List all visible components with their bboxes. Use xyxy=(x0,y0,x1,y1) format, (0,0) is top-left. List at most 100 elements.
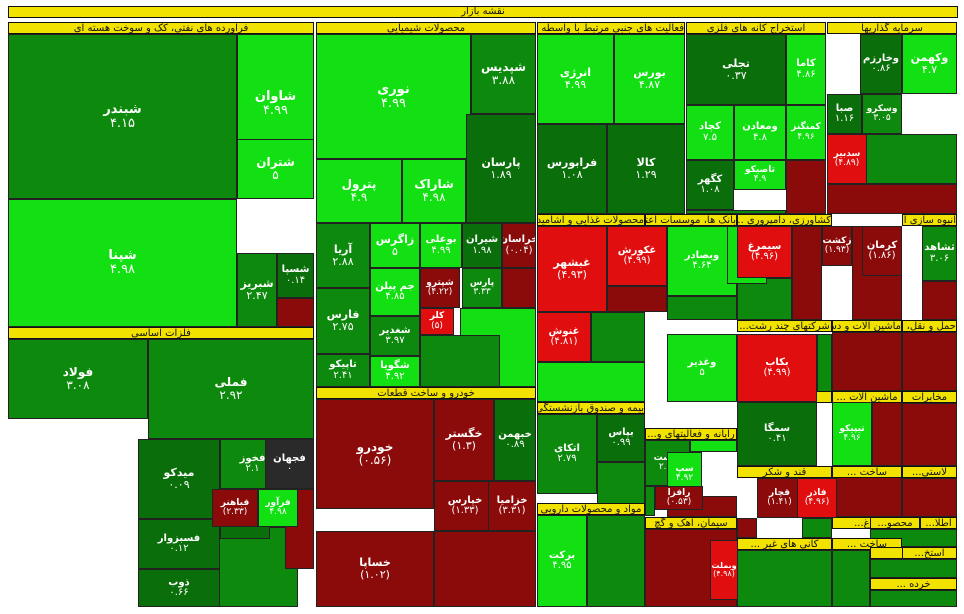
small-cap-cell[interactable] xyxy=(792,226,822,320)
small-cap-cell[interactable] xyxy=(502,268,536,308)
tile-13[interactable]: بوعلی ۴.۹۹ xyxy=(420,223,462,268)
tile-44[interactable]: فجهان ۰ xyxy=(265,439,314,489)
tile-46[interactable]: فسبزوار ۰.۱۲ xyxy=(138,519,220,569)
small-cap-cell[interactable] xyxy=(802,518,832,538)
small-cap-cell[interactable] xyxy=(591,312,645,362)
tile-16[interactable]: جم پیلن ۴.۸۵ xyxy=(370,268,420,316)
tile-28[interactable]: تجلی ۰.۳۷ xyxy=(686,34,786,105)
tile-71[interactable]: رافزا (۰.۵۳) xyxy=(655,486,703,510)
small-cap-cell[interactable] xyxy=(434,531,536,607)
tile-38[interactable]: وسکرو ۳.۰۵ xyxy=(862,94,902,134)
tile-5[interactable]: شسپا ۰.۱۴ xyxy=(277,253,314,298)
tile-30[interactable]: کچاد ۷.۵ xyxy=(686,105,734,160)
tile-23[interactable]: کلر (۵) xyxy=(420,308,454,335)
tile-74[interactable]: برکت ۴.۹۵ xyxy=(537,515,587,607)
tile-34[interactable]: کگهر ۱.۰۸ xyxy=(686,160,734,210)
small-cap-cell[interactable] xyxy=(786,160,826,214)
tile-40[interactable]: فولاد ۳.۰۸ xyxy=(8,339,148,419)
small-cap-cell[interactable] xyxy=(737,518,757,538)
tile-58[interactable]: وبصادر ۴.۶۴ xyxy=(667,226,737,296)
tile-32[interactable]: کمنگنز ۴.۹۶ xyxy=(786,105,826,160)
tile-31[interactable]: ومعادن ۴.۸ xyxy=(734,105,786,160)
tile-15[interactable]: خراسان(۰.۰۴) xyxy=(502,223,536,268)
small-cap-cell[interactable] xyxy=(667,296,737,320)
tile-39[interactable]: سدبیر (۴.۸۹) xyxy=(827,134,867,184)
tile-2[interactable]: شتران ۵ xyxy=(237,139,314,199)
tile-6[interactable]: نوری ۴.۹۹ xyxy=(316,34,471,159)
small-cap-cell[interactable] xyxy=(690,440,737,452)
tile-76[interactable]: فاذر (۴.۹۶) xyxy=(797,478,837,518)
small-cap-cell[interactable] xyxy=(686,210,786,214)
tile-0[interactable]: شبندر ۴.۱۵ xyxy=(8,34,237,199)
small-cap-cell[interactable] xyxy=(277,298,314,327)
tile-48[interactable]: فباهنر (۲.۳۳) xyxy=(212,489,258,527)
tile-17[interactable]: فارس ۲.۷۵ xyxy=(316,288,370,354)
tile-35[interactable]: وکهمن ۴.۷ xyxy=(902,34,957,94)
tile-33[interactable]: تاصیکو ۴.۹ xyxy=(734,160,786,190)
tile-42[interactable]: میدکو ۰.۰۹ xyxy=(138,439,220,519)
small-cap-cell[interactable] xyxy=(607,286,667,312)
small-cap-cell[interactable] xyxy=(537,362,645,402)
tile-50[interactable]: خودرو (۰.۵۶) xyxy=(316,399,434,509)
tile-7[interactable]: شپدیس ۳.۸۸ xyxy=(471,34,536,114)
small-cap-cell[interactable] xyxy=(922,281,957,320)
tile-77[interactable]: وبملت (۴.۹۸) xyxy=(710,540,738,600)
small-cap-cell[interactable] xyxy=(902,478,957,517)
tile-56[interactable]: غبشهر (۴.۹۳) xyxy=(537,226,607,312)
small-cap-cell[interactable] xyxy=(862,134,957,184)
tile-67[interactable]: اتکای ۲.۷۹ xyxy=(537,414,597,494)
tile-8[interactable]: پترول ۴.۹ xyxy=(316,159,402,223)
tile-73[interactable]: تیپیکو ۴.۹۶ xyxy=(832,402,872,466)
tile-68[interactable]: بپاس ۰.۹۹ xyxy=(597,414,645,462)
small-cap-cell[interactable] xyxy=(902,403,957,466)
tile-26[interactable]: فرابورس ۱.۰۸ xyxy=(537,124,607,214)
tile-49[interactable]: فرآور ۴.۹۸ xyxy=(258,489,298,527)
tile-10[interactable]: پارسان ۱.۸۹ xyxy=(466,114,536,223)
small-cap-cell[interactable] xyxy=(872,402,902,466)
tile-65[interactable]: ثشاهد ۳.۰۶ xyxy=(922,226,957,281)
tile-25[interactable]: بورس ۴.۸۷ xyxy=(614,34,685,124)
tile-62[interactable]: سیمرغ (۴.۹۶) xyxy=(737,226,792,278)
tile-72[interactable]: سمگا ۰.۴۱ xyxy=(737,402,817,466)
small-cap-cell[interactable] xyxy=(870,559,957,578)
tile-18[interactable]: شغدیر ۳.۹۷ xyxy=(370,316,420,356)
tile-47[interactable]: ذوب ۰.۶۶ xyxy=(138,569,220,607)
tile-29[interactable]: کاما ۴.۸۶ xyxy=(786,34,826,105)
tile-20[interactable]: شگویا ۴.۹۲ xyxy=(370,356,420,387)
small-cap-cell[interactable] xyxy=(587,515,645,607)
tile-61[interactable]: وغدیر ۵ xyxy=(667,334,737,402)
tile-24[interactable]: انرژی ۴.۹۹ xyxy=(537,34,614,124)
small-cap-cell[interactable] xyxy=(645,486,655,516)
tile-21[interactable]: شپترو (۴.۲۲) xyxy=(420,268,460,308)
tile-41[interactable]: فملی ۲.۹۲ xyxy=(148,339,314,439)
tile-75[interactable]: قچار (۱.۴۱) xyxy=(757,478,802,518)
tile-60[interactable]: غنوش (۴.۸۱) xyxy=(537,312,591,362)
small-cap-cell[interactable] xyxy=(902,332,957,391)
tile-51[interactable]: خگستر (۱.۳) xyxy=(434,399,494,481)
tile-57[interactable]: غکورش (۴.۹۹) xyxy=(607,226,667,286)
tile-9[interactable]: شاراک ۴.۹۸ xyxy=(402,159,466,223)
tile-53[interactable]: خپارس (۱.۳۳) xyxy=(434,481,496,531)
tile-27[interactable]: کالا ۱.۲۹ xyxy=(607,124,685,214)
tile-55[interactable]: خساپا (۱.۰۲) xyxy=(316,531,434,607)
small-cap-cell[interactable] xyxy=(870,590,957,607)
tile-4[interactable]: شبریز ۲.۴۷ xyxy=(237,253,277,327)
tile-12[interactable]: زاگرس ۵ xyxy=(370,223,420,268)
tile-63[interactable]: زکشت (۱.۹۳) xyxy=(822,226,852,266)
tile-52[interactable]: خبهمن ۰.۸۹ xyxy=(494,399,536,481)
tile-19[interactable]: تاپیکو ۲.۴۱ xyxy=(316,354,370,387)
tile-54[interactable]: خزامیا (۳.۳۱) xyxy=(488,481,536,531)
small-cap-cell[interactable] xyxy=(420,335,500,387)
small-cap-cell[interactable] xyxy=(832,550,870,607)
small-cap-cell[interactable] xyxy=(737,550,832,607)
small-cap-cell[interactable] xyxy=(827,184,957,214)
tile-22[interactable]: پارس ۳.۳۳ xyxy=(462,268,502,308)
tile-66[interactable]: بکاب (۴.۹۹) xyxy=(737,334,817,402)
small-cap-cell[interactable] xyxy=(832,332,902,391)
tile-64[interactable]: کرمان (۱.۸۶) xyxy=(862,226,902,276)
tile-37[interactable]: صبا ۱.۱۶ xyxy=(827,94,862,134)
small-cap-cell[interactable] xyxy=(737,278,792,320)
tile-36[interactable]: وخارزم ۰.۸۶ xyxy=(860,34,902,94)
tile-11[interactable]: آریا ۲.۸۸ xyxy=(316,223,370,288)
tile-14[interactable]: شیران ۱.۹۸ xyxy=(462,223,502,268)
